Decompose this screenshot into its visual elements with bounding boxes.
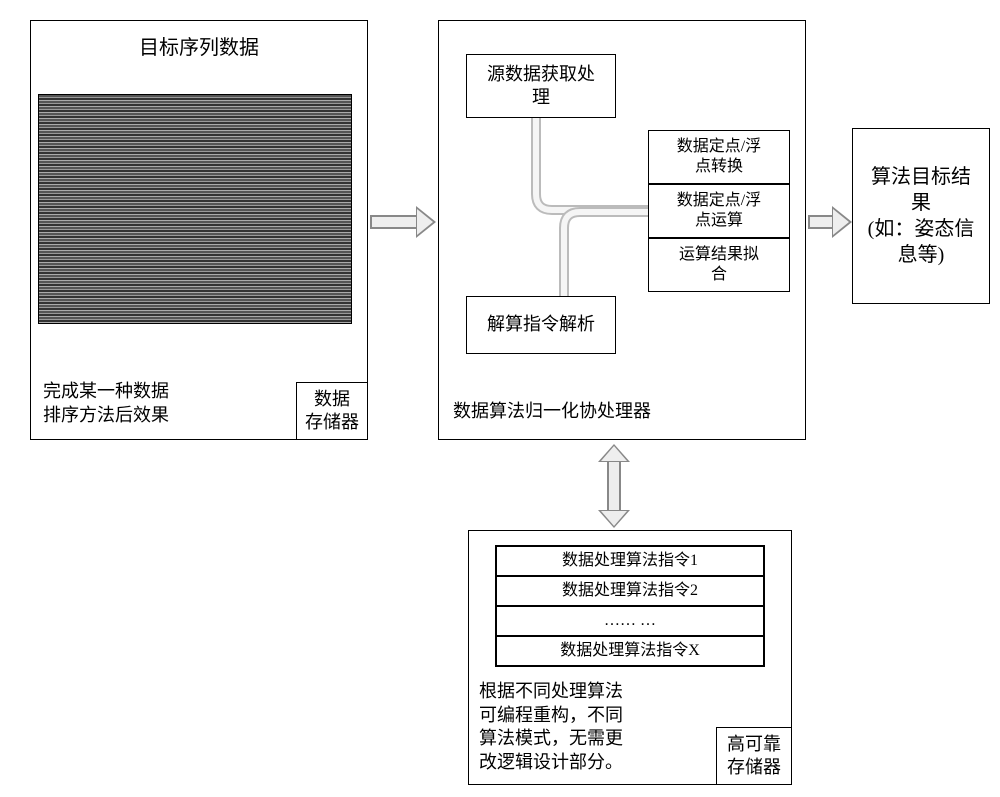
instruction-stack: 数据处理算法指令1 数据处理算法指令2 …… … 数据处理算法指令X: [495, 545, 765, 667]
right-panel: 算法目标结 果 (如：姿态信 息等): [852, 128, 990, 304]
box-decode: 解算指令解析: [466, 296, 616, 354]
box-source: 源数据获取处 理: [466, 54, 616, 118]
right-line-1: 果: [911, 192, 931, 214]
box-calc: 数据定点/浮 点运算: [648, 184, 790, 238]
bottom-panel: 数据处理算法指令1 数据处理算法指令2 …… … 数据处理算法指令X 根据不同处…: [468, 530, 792, 785]
arrow-mid-to-right: [808, 206, 852, 238]
right-line-0: 算法目标结: [871, 166, 971, 188]
right-line-2: (如：姿态信: [868, 218, 975, 240]
instruction-row: …… …: [496, 606, 764, 636]
right-text: 算法目标结 果 (如：姿态信 息等): [862, 164, 981, 268]
instruction-row: 数据处理算法指令1: [496, 546, 764, 576]
bottom-footer-text: 根据不同处理算法 可编程重构，不同 算法模式，无需更 改逻辑设计部分。: [479, 680, 623, 774]
box-conv: 数据定点/浮 点转换: [648, 130, 790, 184]
instruction-row: 数据处理算法指令X: [496, 636, 764, 666]
arrow-mid-to-bottom: [598, 444, 630, 528]
bottom-corner-label: 高可靠 存储器: [716, 727, 792, 785]
box-fit: 运算结果拟 合: [648, 238, 790, 292]
right-line-3: 息等): [898, 244, 945, 266]
instruction-row: 数据处理算法指令2: [496, 576, 764, 606]
